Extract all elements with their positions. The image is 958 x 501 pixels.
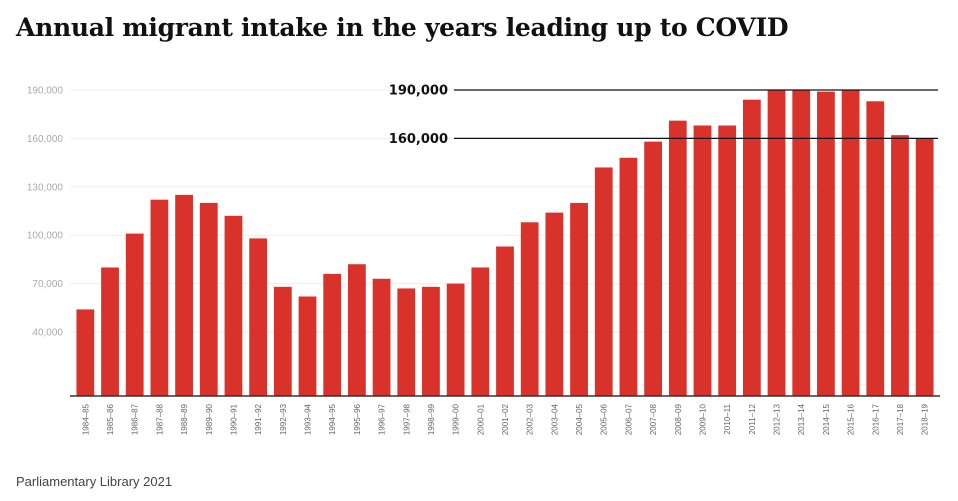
x-tick-label: 2010–11 [723,403,732,434]
x-tick-label: 1991–92 [254,403,263,435]
y-tick-label: 160,000 [27,134,64,145]
y-tick-label: 100,000 [27,231,64,242]
x-tick-label: 2017–18 [896,403,905,435]
x-tick-label: 1988–89 [180,403,189,435]
bar [693,125,712,396]
x-tick-label: 2007–08 [649,403,658,435]
x-tick-label: 2013–14 [797,403,806,435]
reference-lines: 190,000 160,000 [389,84,938,147]
x-tick-label: 1985–86 [106,403,115,435]
x-tick-label: 1992–93 [279,403,288,435]
y-axis-ticks: 40,000 70,000 100,000 130,000 160,000 190,000 [27,86,64,339]
bar [668,120,687,397]
x-tick-label: 2014–15 [822,403,831,435]
x-tick-label: 2012–13 [773,403,782,435]
x-tick-label: 2000–01 [476,403,485,435]
bar [520,222,539,396]
x-tick-label: 2003–04 [550,403,559,435]
bar [372,278,391,396]
x-tick-label: 2001–02 [501,403,510,435]
bars [76,90,934,397]
x-tick-label: 2006–07 [624,403,633,435]
bar [496,246,514,396]
bar [199,202,218,396]
x-tick-label: 1996–97 [378,403,387,435]
bar [397,288,416,396]
x-tick-label: 1986–87 [131,403,140,435]
bar [594,167,613,396]
bar [471,267,490,396]
x-tick-label: 2008–09 [674,403,683,435]
x-tick-label: 2016–17 [871,403,880,435]
x-tick-label: 2015–16 [847,403,856,435]
x-tick-label: 1995–96 [353,403,362,435]
bar [422,286,440,396]
x-tick-label: 1994–95 [328,403,337,435]
x-tick-label: 2009–10 [698,403,707,435]
chart-title: Annual migrant intake in the years leadi… [16,13,789,42]
bar-chart: 40,00070,000100,000130,000160,000190,000… [27,84,940,435]
reference-line-label: 160,000 [389,132,448,147]
bar [570,202,588,396]
bar [891,135,909,396]
x-tick-label: 1997–98 [402,403,411,435]
bar [446,283,465,396]
bar [224,215,243,396]
bar [817,91,835,396]
x-tick-label: 2005–06 [600,403,609,435]
x-tick-label: 1990–91 [229,403,238,435]
bar [273,286,292,396]
x-tick-label: 1998–99 [427,403,436,435]
x-tick-label: 2018–19 [921,403,930,435]
x-tick-label: 1987–88 [155,403,164,435]
y-tick-label: 70,000 [32,279,63,290]
bar [841,90,860,396]
bar [347,264,366,396]
x-tick-label: 1989–90 [205,403,214,435]
x-tick-label: 1993–94 [304,403,313,435]
bar [298,296,317,396]
x-tick-label: 1984–85 [81,403,90,435]
bar [249,238,268,396]
bar [792,90,811,396]
bar [915,138,934,396]
bar [545,212,564,396]
bar [175,194,193,396]
bar [101,267,119,396]
bar [76,309,95,396]
x-tick-label: 2011–12 [748,403,757,434]
y-tick-label: 130,000 [27,182,64,193]
bar [767,90,786,396]
bar [323,273,342,396]
bar [150,199,169,396]
source-note: Parliamentary Library 2021 [16,474,173,489]
bar [866,101,885,396]
y-tick-label: 40,000 [32,328,63,339]
reference-line-label: 190,000 [389,84,448,99]
bar [742,99,761,397]
x-tick-label: 2002–03 [526,403,535,435]
bar [125,233,144,396]
x-tick-label: 2004–05 [575,403,584,435]
bar [718,125,737,396]
bar [619,157,638,396]
bar [644,141,663,396]
x-axis-labels: 1984–85 1985–86 1986–87 1987–88 1988–89 1989–… [81,403,929,435]
x-tick-label: 1999–00 [452,403,461,435]
y-tick-label: 190,000 [27,86,64,97]
